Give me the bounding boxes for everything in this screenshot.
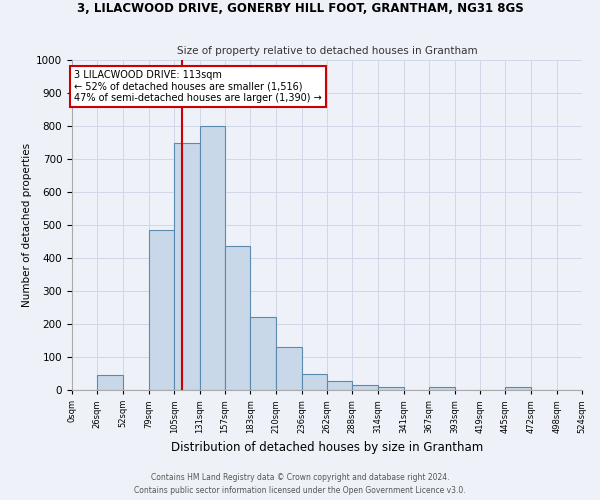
Bar [352,385,377,390]
Bar [277,347,302,390]
Text: Contains HM Land Registry data © Crown copyright and database right 2024.
Contai: Contains HM Land Registry data © Crown c… [134,474,466,495]
Bar [250,318,277,390]
Bar [327,381,352,390]
Bar [505,388,532,390]
Text: 3, LILACWOOD DRIVE, GONERBY HILL FOOT, GRANTHAM, NG31 8GS: 3, LILACWOOD DRIVE, GONERBY HILL FOOT, G… [77,2,523,16]
Bar [225,246,250,390]
Y-axis label: Number of detached properties: Number of detached properties [22,143,32,307]
Bar [377,386,404,390]
Title: Size of property relative to detached houses in Grantham: Size of property relative to detached ho… [176,46,478,56]
Bar [174,142,200,390]
Bar [302,374,327,390]
Bar [97,375,122,390]
Bar [199,126,225,390]
Bar [149,230,174,390]
Text: 3 LILACWOOD DRIVE: 113sqm
← 52% of detached houses are smaller (1,516)
47% of se: 3 LILACWOOD DRIVE: 113sqm ← 52% of detac… [74,70,322,103]
X-axis label: Distribution of detached houses by size in Grantham: Distribution of detached houses by size … [171,442,483,454]
Bar [429,388,455,390]
